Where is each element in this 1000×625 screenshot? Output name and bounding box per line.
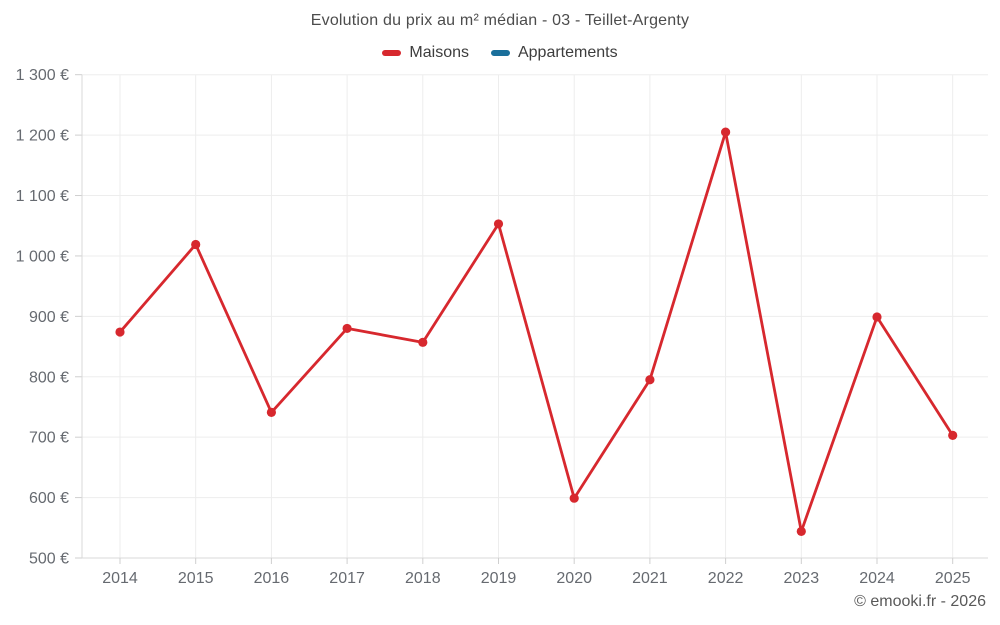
x-axis-label: 2019 <box>481 570 517 587</box>
x-axis-label: 2020 <box>556 570 592 587</box>
copyright-credit: © emooki.fr - 2026 <box>854 593 986 610</box>
x-axis-label: 2017 <box>329 570 365 587</box>
series-line-maisons <box>118 130 955 533</box>
data-point-2023[interactable] <box>796 526 806 537</box>
x-axis-label: 2022 <box>708 570 744 587</box>
y-axis-label: 900 € <box>29 309 69 326</box>
x-axis-label: 2016 <box>254 570 290 587</box>
y-axis-label: 700 € <box>29 430 69 447</box>
y-axis-label: 1 000 € <box>16 248 69 265</box>
data-point-2016[interactable] <box>266 407 276 418</box>
data-point-2014[interactable] <box>115 327 125 337</box>
y-axis-label: 1 100 € <box>16 188 69 205</box>
x-axis-label: 2014 <box>102 570 138 587</box>
x-axis-label: 2021 <box>632 570 668 587</box>
legend-item-maisons[interactable]: Maisons <box>382 44 469 62</box>
legend-swatch-appartements-icon <box>490 50 510 56</box>
data-point-2020[interactable] <box>569 493 579 503</box>
y-axis-label: 1 200 € <box>16 128 69 145</box>
data-point-2018[interactable] <box>418 337 428 347</box>
x-axis-label: 2015 <box>178 570 214 587</box>
legend-label-maisons: Maisons <box>409 44 469 61</box>
x-axis-label: 2024 <box>859 570 895 587</box>
x-axis-label: 2018 <box>405 570 441 587</box>
data-point-2017[interactable] <box>342 323 352 334</box>
legend-label-appartements: Appartements <box>517 44 618 61</box>
legend-item-appartements[interactable]: Appartements <box>490 44 618 62</box>
chart-legend: Maisons Appartements <box>0 44 1000 62</box>
y-axis-label: 600 € <box>29 490 69 507</box>
data-point-2022[interactable] <box>721 127 731 137</box>
legend-swatch-maisons-icon <box>382 50 402 56</box>
data-point-2025[interactable] <box>948 430 958 440</box>
data-point-2019[interactable] <box>493 219 504 229</box>
y-axis-label: 800 € <box>29 369 69 386</box>
chart-title: Evolution du prix au m² médian - 03 - Te… <box>310 12 690 29</box>
data-point-2015[interactable] <box>191 239 201 250</box>
x-axis-label: 2023 <box>784 570 820 587</box>
x-axis-label: 2025 <box>935 570 971 587</box>
y-axis-label: 500 € <box>29 551 69 568</box>
y-axis-label: 1 300 € <box>16 67 69 84</box>
data-point-2024[interactable] <box>872 312 882 322</box>
data-point-2021[interactable] <box>645 375 655 385</box>
